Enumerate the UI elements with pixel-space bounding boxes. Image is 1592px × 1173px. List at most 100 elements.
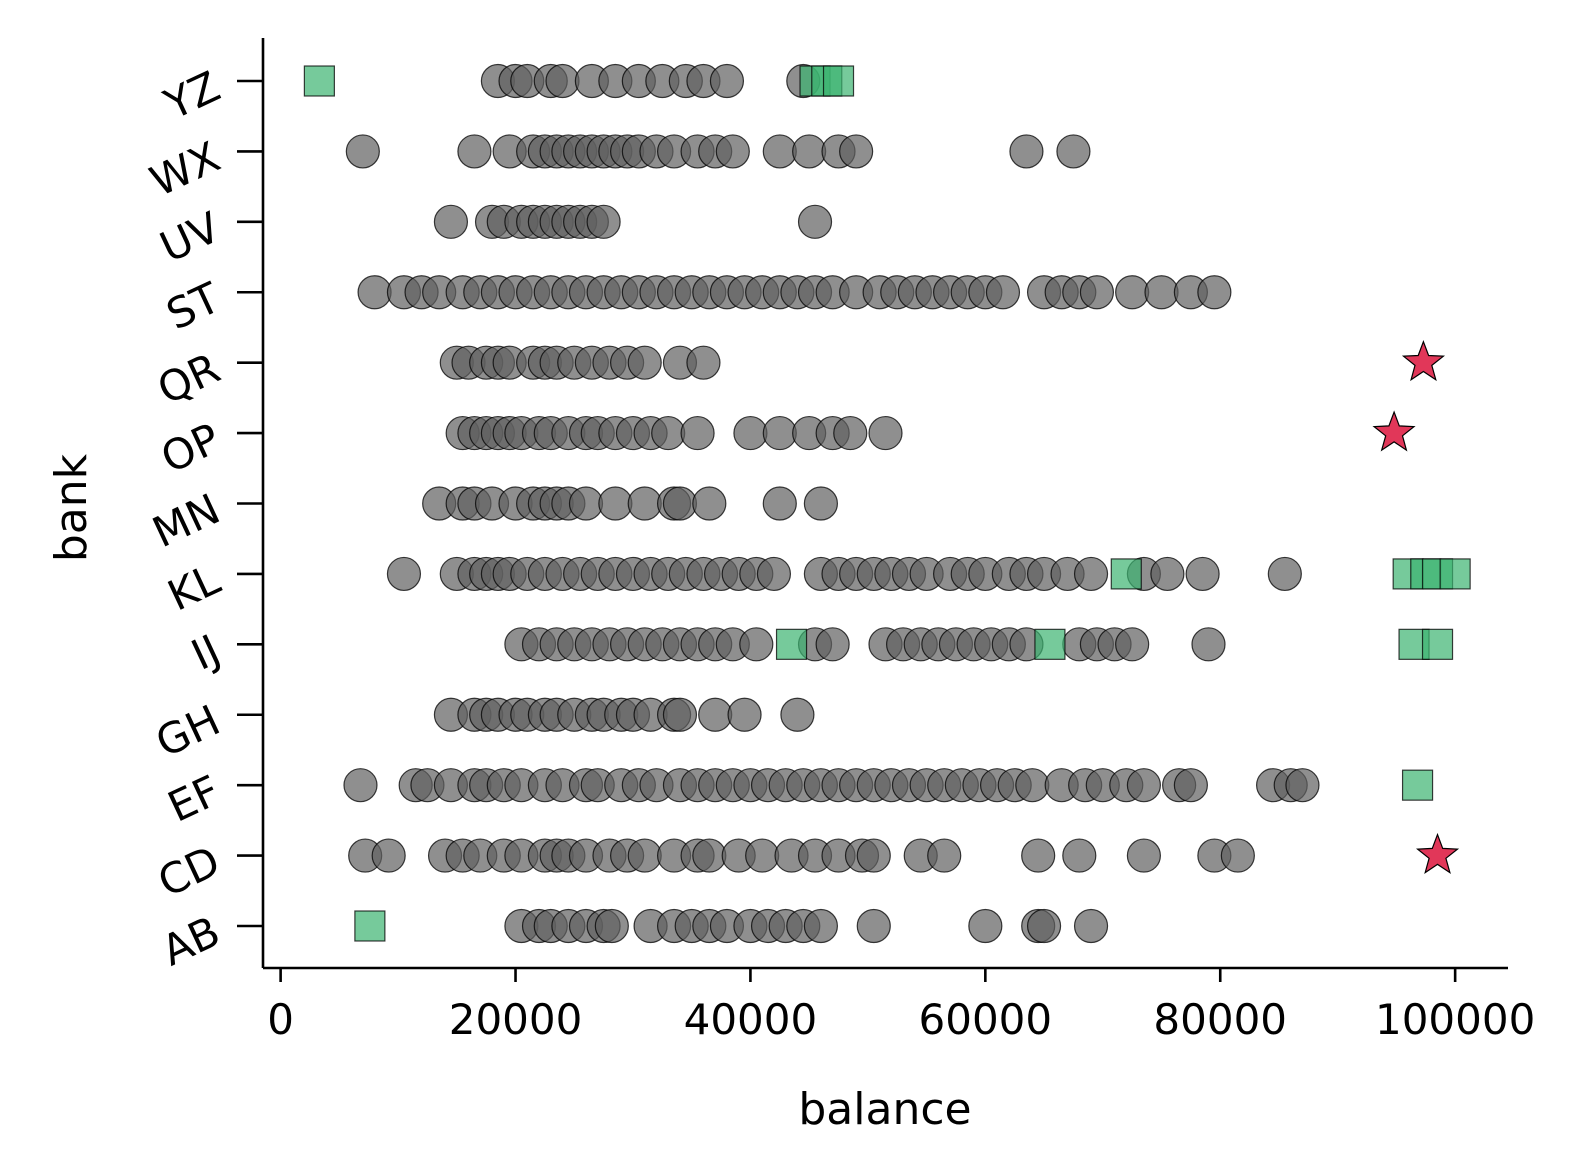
data-point-circle: [345, 134, 380, 169]
data-point-circle: [598, 486, 633, 521]
data-point-square: [1421, 628, 1454, 660]
data-point-circle: [1150, 556, 1185, 592]
x-tick-label: 20000: [449, 995, 583, 1044]
data-point-circle: [1197, 275, 1232, 310]
data-point-circle: [1021, 838, 1056, 873]
data-point-circle: [803, 908, 839, 944]
data-point-circle: [433, 204, 469, 239]
data-point-square: [1034, 628, 1066, 660]
data-point-circle: [839, 134, 874, 169]
data-point-circle: [1220, 838, 1255, 873]
data-point-circle: [1009, 134, 1044, 169]
data-point-square: [1401, 769, 1434, 801]
data-point-circle: [1173, 768, 1208, 803]
data-point-circle: [856, 838, 891, 873]
x-tick-label: 60000: [919, 995, 1053, 1044]
y-tick-label: CD: [151, 836, 228, 906]
data-point-circle: [692, 486, 727, 521]
data-point-circle: [698, 697, 733, 732]
data-point-circle: [815, 627, 850, 662]
y-tick-label: UV: [153, 202, 228, 272]
data-points: [303, 63, 1471, 944]
y-tick-label: QR: [150, 343, 227, 414]
data-point-circle: [1062, 838, 1097, 873]
y-tick-label: KL: [160, 554, 227, 620]
data-point-circle: [594, 908, 629, 944]
data-point-circle: [1185, 556, 1220, 592]
data-point-circle: [797, 204, 833, 239]
y-tick-label: IJ: [184, 625, 227, 680]
data-point-circle: [1126, 838, 1161, 873]
data-point-circle: [586, 204, 621, 239]
data-point-circle: [627, 486, 662, 521]
y-tick-label: ST: [159, 273, 227, 340]
data-point-circle: [1191, 627, 1226, 662]
data-point-circle: [1056, 134, 1091, 169]
data-point-circle: [545, 63, 580, 99]
data-point-circle: [727, 697, 762, 732]
x-axis-title: balance: [798, 1084, 971, 1135]
data-point-circle: [762, 134, 797, 169]
data-point-circle: [386, 556, 422, 592]
data-point-square: [822, 65, 855, 97]
y-axis-title: bank: [46, 453, 97, 562]
y-tick-label: EF: [161, 766, 228, 832]
data-point-circle: [686, 345, 721, 380]
data-point-circle: [1026, 908, 1062, 944]
data-point-circle: [739, 627, 774, 662]
data-point-circle: [662, 697, 698, 732]
x-tick-label: 80000: [1153, 995, 1287, 1044]
data-point-circle: [343, 768, 378, 803]
x-tick-label: 40000: [684, 995, 818, 1044]
data-point-circle: [856, 908, 891, 944]
data-point-star: [1401, 339, 1446, 382]
data-point-square: [303, 65, 335, 97]
data-point-square: [354, 910, 386, 942]
data-point-circle: [709, 63, 745, 99]
data-point-circle: [762, 415, 797, 451]
data-point-square: [1110, 558, 1142, 590]
data-point-square: [775, 628, 808, 660]
y-tick-label: OP: [154, 414, 228, 483]
data-point-circle: [1267, 556, 1302, 592]
data-point-circle: [968, 908, 1003, 944]
data-point-circle: [1285, 768, 1320, 803]
data-point-circle: [1115, 627, 1150, 662]
data-point-star: [1415, 832, 1460, 874]
data-point-circle: [715, 134, 750, 169]
data-point-circle: [692, 838, 727, 873]
data-point-circle: [985, 275, 1021, 310]
data-point-circle: [792, 134, 827, 169]
data-point-circle: [371, 838, 406, 873]
data-point-circle: [651, 415, 686, 451]
data-point-circle: [457, 134, 492, 169]
data-point-circle: [1079, 275, 1115, 310]
y-tick-label: WX: [143, 132, 227, 206]
y-tick-label: AB: [154, 907, 227, 976]
data-point-star: [1372, 410, 1416, 452]
y-tick-label: MN: [145, 484, 227, 557]
data-point-circle: [357, 275, 392, 310]
data-point-circle: [1126, 768, 1161, 803]
data-point-circle: [568, 486, 604, 521]
data-point-circle: [762, 486, 797, 521]
data-point-circle: [662, 486, 698, 521]
data-point-circle: [927, 838, 962, 873]
data-point-circle: [745, 838, 780, 873]
data-point-circle: [756, 556, 792, 592]
data-point-circle: [1015, 768, 1050, 803]
data-point-circle: [1073, 908, 1109, 944]
data-point-circle: [803, 486, 839, 521]
data-point-circle: [1144, 275, 1179, 310]
data-point-circle: [780, 697, 815, 732]
x-axis-ticks: 0 20000 40000 60000 80000 100000: [267, 968, 1535, 1044]
x-tick-label: 0: [267, 995, 294, 1044]
data-point-circle: [1115, 275, 1150, 310]
y-tick-label: YZ: [156, 62, 227, 130]
data-point-circle: [868, 415, 903, 451]
y-tick-label: GH: [148, 695, 227, 767]
data-point-square: [1439, 558, 1471, 590]
data-point-circle: [833, 415, 868, 451]
